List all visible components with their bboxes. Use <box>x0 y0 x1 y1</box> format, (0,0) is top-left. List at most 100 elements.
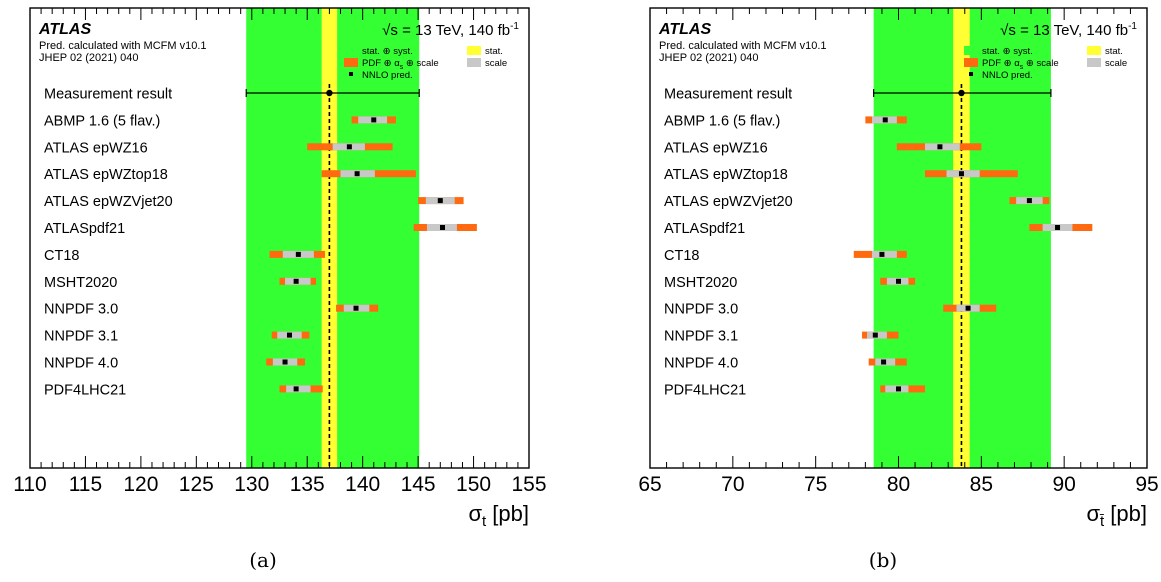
prediction-label: PDF4LHC21 <box>664 382 746 398</box>
prediction-label: MSHT2020 <box>44 275 117 291</box>
info-line: Pred. calculated with MCFM v10.1 <box>659 40 827 52</box>
prediction-label: ATLAS epWZtop18 <box>664 167 788 183</box>
prediction-label: ABMP 1.6 (5 flav.) <box>664 113 780 129</box>
prediction-marker <box>896 278 901 284</box>
prediction-label: NNPDF 4.0 <box>44 356 118 372</box>
prediction-marker <box>295 251 301 257</box>
panel-label-a: (a) <box>249 548 277 572</box>
panel-label-b: (b) <box>868 548 898 572</box>
prediction-marker <box>437 198 443 204</box>
legend-stat-swatch <box>467 46 481 55</box>
legend-stat-syst-label: stat. ⊕ syst. <box>362 46 413 57</box>
prediction-label: PDF4LHC21 <box>44 382 126 398</box>
legend-nnlo-marker <box>349 72 353 76</box>
x-tick-label: 80 <box>887 473 910 496</box>
x-tick-label: 115 <box>69 473 102 496</box>
measurement-label: Measurement result <box>44 87 172 103</box>
measurement-point <box>958 89 965 97</box>
prediction-label: ATLASpdf21 <box>44 221 125 237</box>
prediction-marker <box>1055 225 1061 230</box>
x-tick-label: 95 <box>1135 473 1158 496</box>
legend-stat-label: stat. <box>1105 46 1123 57</box>
legend-scale-swatch <box>1087 58 1101 67</box>
prediction-label: NNPDF 3.0 <box>664 302 738 318</box>
prediction-marker <box>965 305 971 311</box>
prediction-label: NNPDF 4.0 <box>664 356 738 372</box>
prediction-marker <box>1026 198 1032 204</box>
x-tick-label: 90 <box>1052 473 1075 496</box>
prediction-marker <box>282 359 288 365</box>
info-line: JHEP 02 (2021) 040 <box>659 52 758 64</box>
x-tick-label: 130 <box>234 473 269 496</box>
info-line: JHEP 02 (2021) 040 <box>39 52 138 64</box>
x-tick-label: 110 <box>13 473 46 496</box>
legend-nnlo-label: NNLO pred. <box>982 70 1033 81</box>
prediction-label: ATLAS epWZVjet20 <box>44 194 173 210</box>
prediction-label: CT18 <box>664 248 699 264</box>
measurement-point <box>326 89 333 97</box>
prediction-marker <box>354 171 360 177</box>
prediction-label: ATLAS epWZVjet20 <box>664 194 793 210</box>
prediction-marker <box>896 386 901 392</box>
legend-stat-swatch <box>1087 46 1101 55</box>
legend-stat-syst-swatch <box>344 46 358 55</box>
experiment-label: ATLAS <box>38 21 91 38</box>
prediction-label: ATLASpdf21 <box>664 221 745 237</box>
plot-frame <box>29 7 530 469</box>
x-axis-title: σt̄ [pb] <box>1086 501 1147 530</box>
x-tick-label: 135 <box>290 473 325 496</box>
legend-nnlo-label: NNLO pred. <box>362 70 413 81</box>
x-tick-label: 75 <box>804 473 827 496</box>
x-tick-label: 70 <box>721 473 744 496</box>
legend-stat-label: stat. <box>485 46 503 57</box>
experiment-label: ATLAS <box>658 21 711 38</box>
energy-label: √s = 13 TeV, 140 fb-1 <box>382 21 519 39</box>
x-tick-label: 145 <box>401 473 436 496</box>
prediction-marker <box>882 117 888 123</box>
info-line: Pred. calculated with MCFM v10.1 <box>39 40 207 52</box>
prediction-marker <box>293 278 299 284</box>
legend-scale-label: scale <box>485 58 507 69</box>
x-tick-label: 140 <box>345 473 380 496</box>
x-tick-label: 85 <box>970 473 993 496</box>
prediction-marker <box>346 144 352 150</box>
prediction-label: ATLAS epWZ16 <box>44 140 148 156</box>
prediction-label: ATLAS epWZ16 <box>664 140 768 156</box>
legend-stat-syst-label: stat. ⊕ syst. <box>982 46 1033 57</box>
legend-nnlo-marker <box>969 72 973 76</box>
panel-b: 65 70 75 80 85 90 95 σt̄ [pb] ATLAS Pred. calcula… <box>638 7 1159 530</box>
x-tick-label: 120 <box>123 473 158 496</box>
measurement-label: Measurement result <box>664 87 792 103</box>
prediction-label: NNPDF 3.1 <box>664 329 738 345</box>
prediction-label: CT18 <box>44 248 79 264</box>
x-tick-label: 150 <box>456 473 491 496</box>
prediction-marker <box>872 332 878 338</box>
prediction-marker <box>937 144 943 150</box>
x-tick-label: 125 <box>179 473 214 496</box>
prediction-label: NNPDF 3.1 <box>44 329 118 345</box>
prediction-marker <box>958 171 964 177</box>
legend-scale-swatch <box>467 58 481 67</box>
prediction-label: ATLAS epWZtop18 <box>44 167 168 183</box>
panel-a: 110 115 120 125 130 135 140 145 150 155 σt [pb] ATL… <box>13 7 547 530</box>
prediction-marker <box>440 225 446 230</box>
prediction-label: NNPDF 3.0 <box>44 302 118 318</box>
legend-stat-syst-swatch <box>964 46 978 55</box>
legend-pdf-swatch <box>344 58 358 67</box>
legend-pdf-label: PDF ⊕ αs ⊕ scale <box>362 58 439 71</box>
prediction-marker <box>879 251 885 257</box>
legend-pdf-swatch <box>964 58 978 67</box>
prediction-marker <box>353 305 359 311</box>
x-tick-label: 65 <box>638 473 661 496</box>
prediction-marker <box>371 117 377 123</box>
prediction-marker <box>881 359 887 365</box>
x-tick-label: 155 <box>511 473 546 496</box>
prediction-label: MSHT2020 <box>664 275 737 291</box>
legend-pdf-label: PDF ⊕ αs ⊕ scale <box>982 58 1059 71</box>
prediction-label: ABMP 1.6 (5 flav.) <box>44 113 160 129</box>
prediction-marker <box>286 332 292 338</box>
prediction-marker <box>293 386 299 392</box>
legend-scale-label: scale <box>1105 58 1127 69</box>
energy-label: √s = 13 TeV, 140 fb-1 <box>1000 21 1137 39</box>
